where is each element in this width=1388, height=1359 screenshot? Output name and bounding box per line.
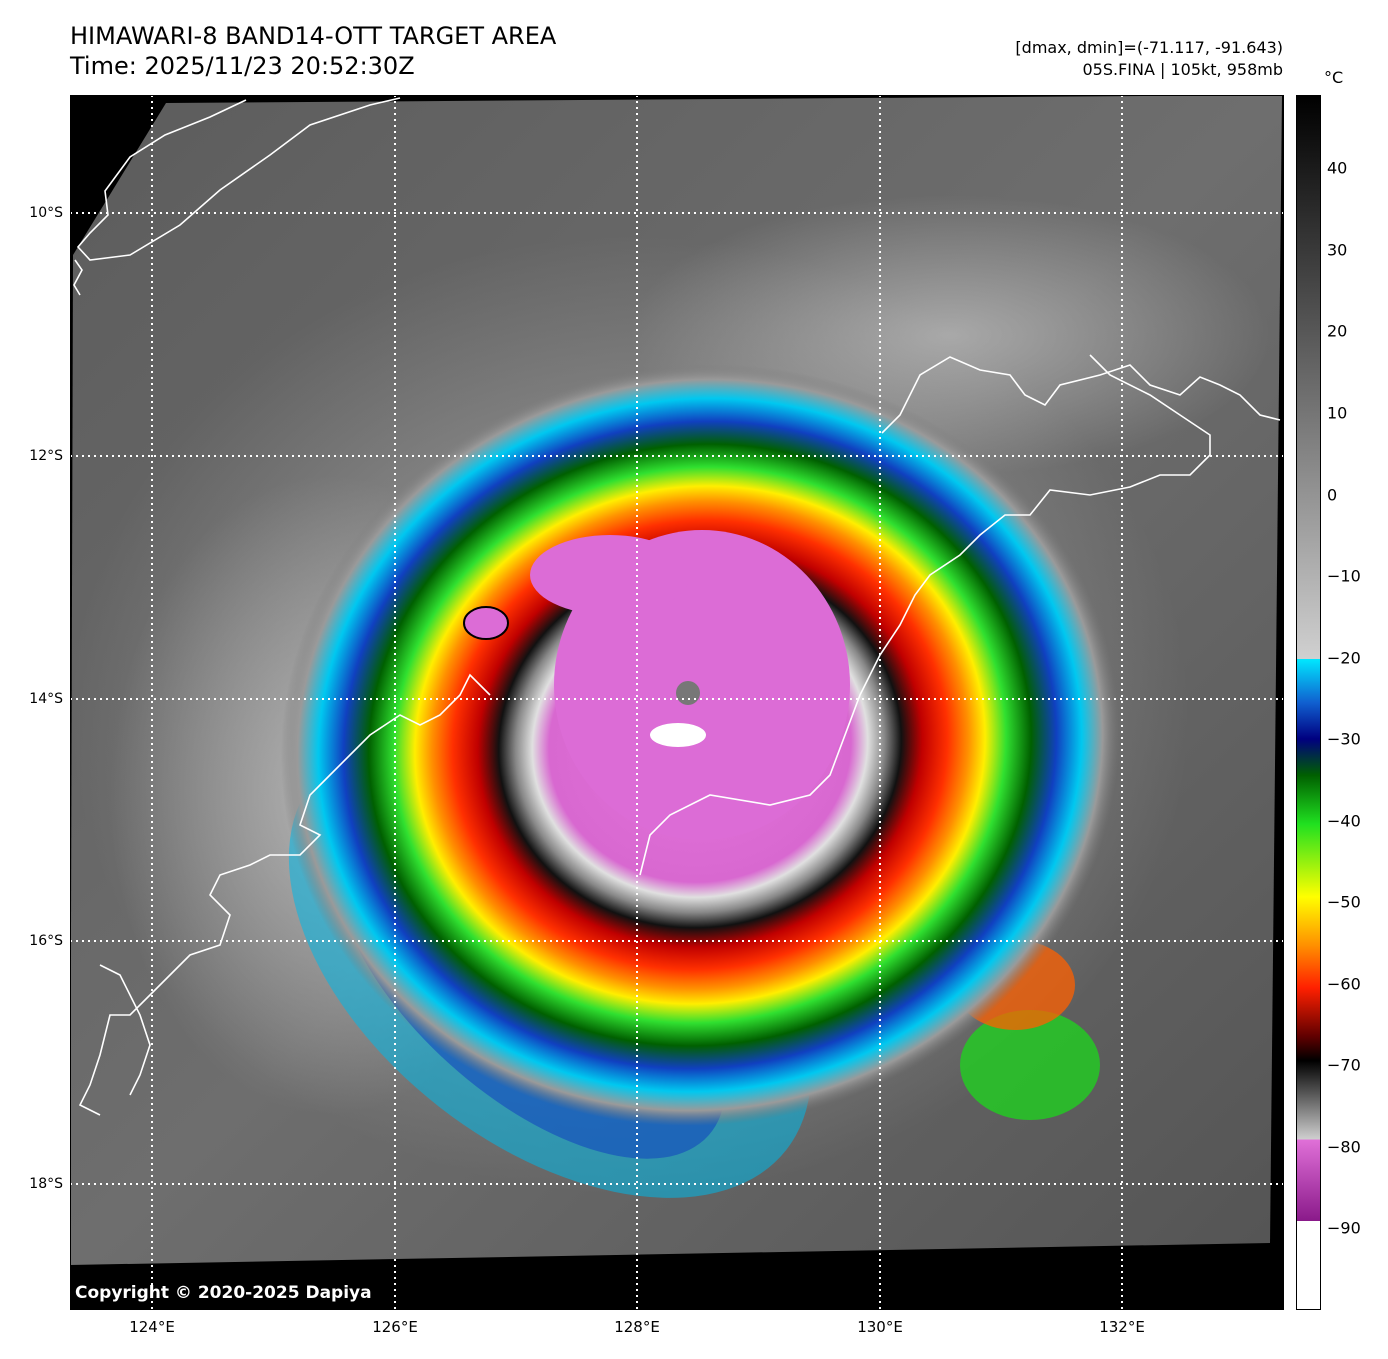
- colorbar-tick-label: 30: [1327, 240, 1348, 260]
- colorbar: [1296, 95, 1321, 1310]
- colorbar-tick-label: −10: [1327, 566, 1361, 586]
- lat-label-10s: 10°S: [29, 205, 63, 221]
- data-range: [dmax, dmin]=(-71.117, -91.643): [1015, 38, 1283, 57]
- colorbar-unit: °C: [1324, 68, 1344, 87]
- storm-info: 05S.FINA | 105kt, 958mb: [1082, 60, 1283, 79]
- lat-label-14s: 14°S: [29, 691, 63, 707]
- colorbar-tick-label: −20: [1327, 648, 1361, 668]
- colorbar-tick-label: 40: [1327, 158, 1348, 178]
- lon-label-130e: 130°E: [857, 1318, 903, 1336]
- colorbar-tick-label: −60: [1327, 974, 1361, 994]
- lat-label-18s: 18°S: [29, 1176, 63, 1192]
- colorbar-tick-label: 10: [1327, 403, 1348, 423]
- lon-label-126e: 126°E: [372, 1318, 418, 1336]
- lon-label-132e: 132°E: [1099, 1318, 1145, 1336]
- timestamp: Time: 2025/11/23 20:52:30Z: [70, 52, 415, 80]
- satellite-image: [70, 95, 1284, 1310]
- colorbar-tick-label: −70: [1327, 1055, 1361, 1075]
- colorbar-tick-label: −30: [1327, 729, 1361, 749]
- lon-label-124e: 124°E: [129, 1318, 175, 1336]
- colorbar-tick-label: −80: [1327, 1137, 1361, 1157]
- lat-label-16s: 16°S: [29, 933, 63, 949]
- colorbar-tick-label: −90: [1327, 1218, 1361, 1238]
- lat-label-12s: 12°S: [29, 448, 63, 464]
- chart-title: HIMAWARI-8 BAND14-OTT TARGET AREA: [70, 22, 557, 50]
- copyright: Copyright © 2020-2025 Dapiya: [75, 1283, 372, 1303]
- colorbar-tick-label: 20: [1327, 321, 1348, 341]
- colorbar-tick-label: −50: [1327, 892, 1361, 912]
- lon-label-128e: 128°E: [614, 1318, 660, 1336]
- colorbar-tick-label: −40: [1327, 811, 1361, 831]
- colorbar-tick-label: 0: [1327, 485, 1338, 505]
